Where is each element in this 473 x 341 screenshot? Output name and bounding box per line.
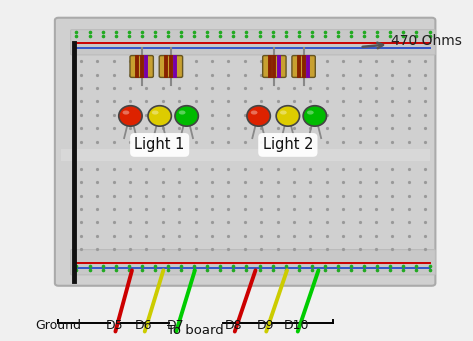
FancyBboxPatch shape [130, 56, 153, 77]
Text: D9: D9 [257, 319, 274, 332]
Ellipse shape [276, 106, 299, 126]
Text: D6: D6 [135, 319, 153, 332]
FancyBboxPatch shape [61, 149, 429, 161]
Text: To board: To board [167, 324, 224, 337]
FancyBboxPatch shape [263, 56, 286, 77]
Ellipse shape [179, 110, 185, 115]
FancyBboxPatch shape [55, 18, 435, 286]
FancyBboxPatch shape [70, 250, 435, 275]
Text: D10: D10 [284, 319, 310, 332]
Text: Light 1: Light 1 [134, 137, 185, 152]
Ellipse shape [307, 110, 314, 115]
Ellipse shape [152, 110, 158, 115]
Ellipse shape [303, 106, 326, 126]
Text: D8: D8 [225, 319, 243, 332]
Text: Light 2: Light 2 [263, 137, 313, 152]
Ellipse shape [119, 106, 142, 126]
Ellipse shape [175, 106, 198, 126]
Text: 470 Ohms: 470 Ohms [363, 34, 462, 48]
FancyBboxPatch shape [292, 56, 315, 77]
Ellipse shape [251, 110, 257, 115]
FancyBboxPatch shape [70, 30, 435, 55]
Text: D5: D5 [106, 319, 123, 332]
Text: Ground: Ground [35, 319, 81, 332]
Ellipse shape [148, 106, 171, 126]
Ellipse shape [280, 110, 287, 115]
Ellipse shape [247, 106, 270, 126]
FancyBboxPatch shape [159, 56, 183, 77]
Text: D7: D7 [166, 319, 184, 332]
Ellipse shape [123, 110, 129, 115]
